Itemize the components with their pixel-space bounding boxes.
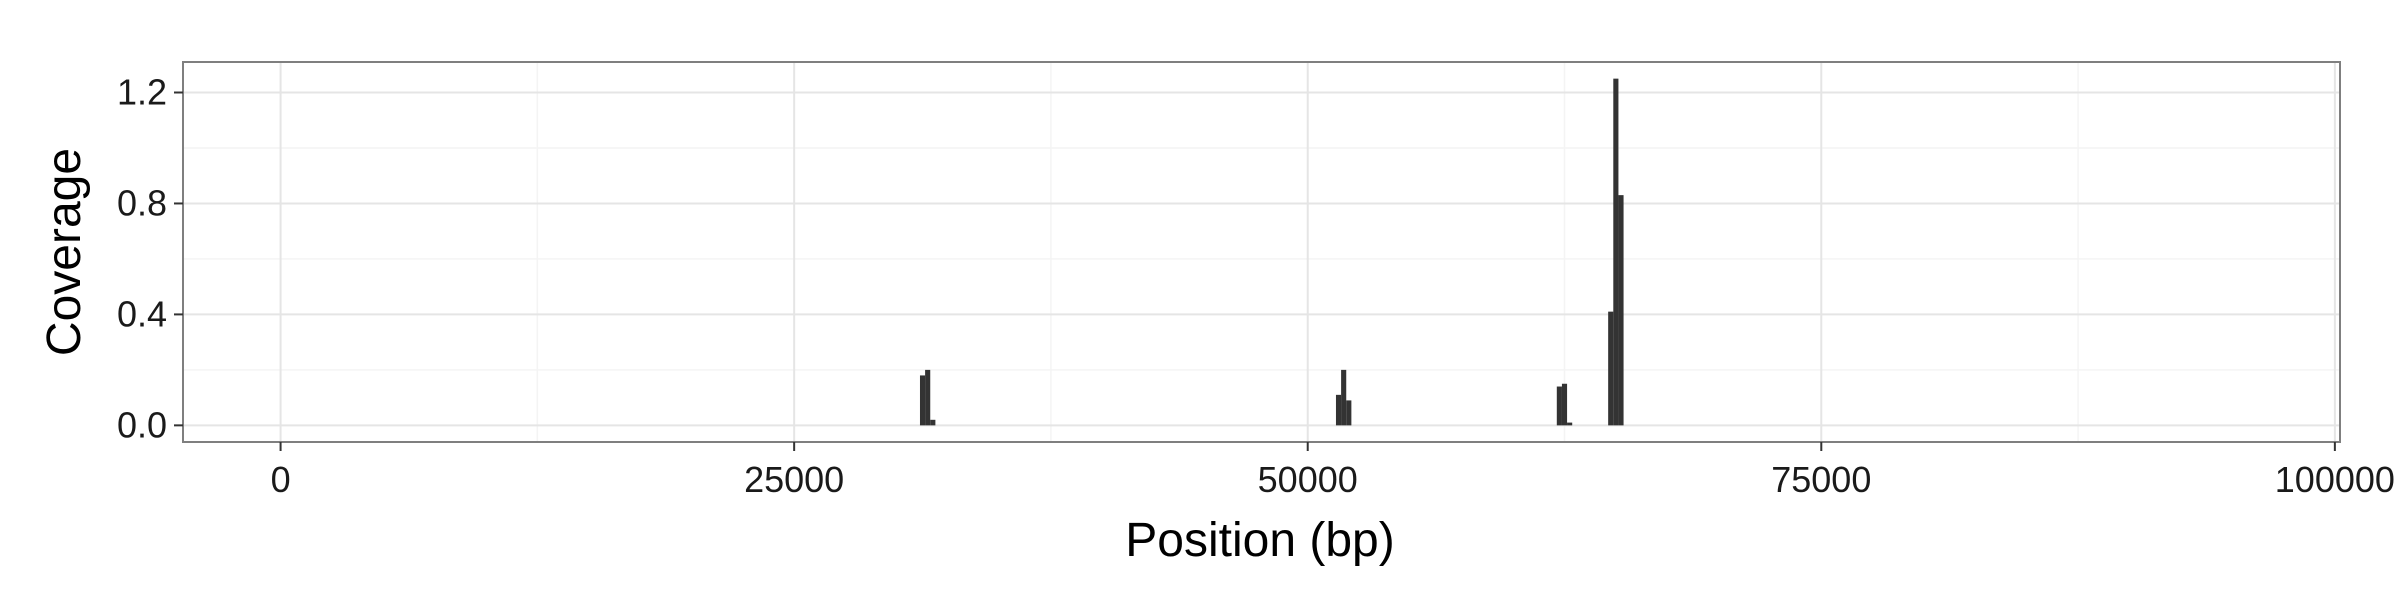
grid-lines (183, 62, 2340, 442)
coverage-bar (1618, 195, 1624, 426)
y-tick-label: 1.2 (117, 72, 167, 113)
x-tick-label: 100000 (2275, 459, 2395, 500)
coverage-bar (1335, 394, 1342, 426)
coverage-bar (925, 369, 931, 426)
x-tick-label: 50000 (1258, 459, 1358, 500)
coverage-bar (1608, 311, 1614, 426)
axes: 0 25000 50000 75000 100000 0.0 0.4 0.8 1.2 (117, 72, 2395, 500)
y-tick-label: 0.0 (117, 404, 167, 445)
x-tick-label: 25000 (744, 459, 844, 500)
x-tick-label: 0 (271, 459, 291, 500)
coverage-bar (1613, 78, 1619, 426)
bars (919, 78, 1624, 426)
y-tick-label: 0.8 (117, 182, 167, 223)
coverage-bar (919, 375, 926, 426)
coverage-bar (1346, 400, 1352, 426)
plot-panel-border (182, 61, 2341, 443)
coverage-bar (1556, 386, 1562, 426)
y-axis-title: Coverage (38, 148, 91, 356)
y-tick-label: 0.4 (117, 293, 167, 334)
coverage-bar (1561, 383, 1568, 426)
coverage-bar (1567, 422, 1573, 426)
coverage-bar (1341, 369, 1347, 426)
x-tick-label: 75000 (1771, 459, 1871, 500)
x-axis-title: Position (bp) (1125, 514, 1394, 567)
coverage-bar (930, 419, 936, 426)
